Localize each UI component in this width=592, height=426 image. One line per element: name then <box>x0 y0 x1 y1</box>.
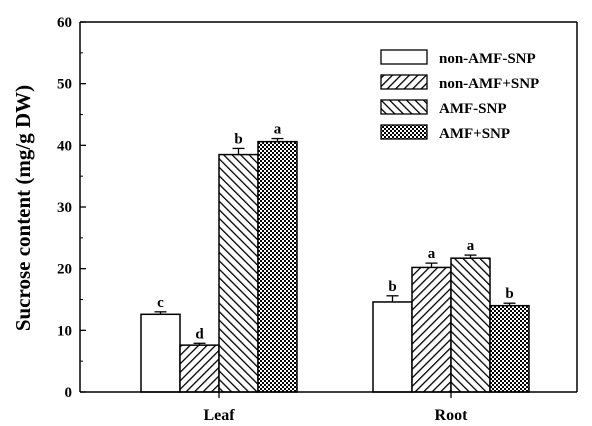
y-tick-label: 50 <box>57 77 72 93</box>
significance-label: c <box>157 295 164 311</box>
bar <box>372 301 413 393</box>
bar <box>257 140 298 393</box>
bar <box>450 257 491 393</box>
significance-label: d <box>195 326 204 342</box>
legend-entry: AMF-SNP <box>439 101 507 117</box>
category-label: Leaf <box>203 407 235 424</box>
legend-swatch <box>380 49 428 65</box>
y-tick-label: 0 <box>65 385 73 401</box>
significance-label: a <box>467 238 475 254</box>
category-label: Root <box>435 407 469 424</box>
significance-label: b <box>388 279 396 295</box>
y-axis-label: Sucrose content (mg/g DW) <box>11 85 35 331</box>
bar <box>489 304 530 393</box>
legend-entry: AMF+SNP <box>439 126 510 142</box>
legend-entry: non-AMF+SNP <box>439 76 539 92</box>
bar <box>218 153 259 393</box>
plot-area: c d b a Leaf b a a b Root 0 10 20 30 40 50 60 non-AMF-SNP… <box>57 15 578 424</box>
legend-swatch <box>380 74 428 90</box>
significance-label: a <box>274 122 282 138</box>
legend-swatch <box>380 124 428 140</box>
y-tick-label: 40 <box>57 138 72 154</box>
legend-swatch <box>380 99 428 115</box>
significance-label: b <box>234 131 242 147</box>
bar <box>140 313 181 393</box>
bar <box>179 344 220 393</box>
significance-label: a <box>428 246 436 262</box>
bar <box>411 266 452 393</box>
significance-label: b <box>505 286 513 302</box>
y-tick-label: 20 <box>57 262 72 278</box>
y-tick-label: 30 <box>57 200 72 216</box>
y-tick-label: 60 <box>57 15 72 31</box>
y-tick-label: 10 <box>57 323 72 339</box>
legend-entry: non-AMF-SNP <box>439 51 536 67</box>
